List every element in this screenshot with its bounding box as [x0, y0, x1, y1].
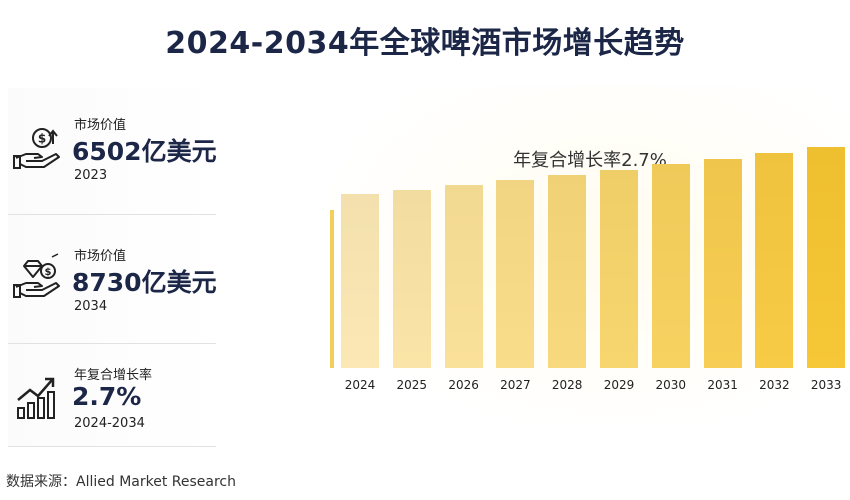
x-tick-label: 2024	[344, 378, 376, 392]
bar-2025	[392, 189, 431, 368]
stat-year: 2034	[74, 299, 108, 314]
data-source: 数据来源：Allied Market Research	[6, 474, 236, 490]
x-tick-label: 2031	[707, 378, 738, 392]
bar-2026	[444, 184, 483, 368]
stat-value: 6502亿美元	[72, 137, 217, 166]
chart-axis-line	[330, 210, 334, 368]
stat-label: 市场价值	[74, 249, 127, 264]
stat-label: 年复合增长率	[74, 368, 153, 383]
bar-2033	[807, 147, 846, 368]
x-tick-label: 2028	[551, 378, 583, 392]
bar-2030	[651, 164, 690, 368]
diamond-hand-icon: $	[13, 253, 60, 298]
svg-text:$: $	[38, 132, 46, 146]
x-tick-label: 2032	[759, 378, 790, 392]
stat-label: 市场价值	[74, 118, 127, 133]
chart-title: 2024-2034年全球啤酒市场增长趋势	[165, 26, 685, 61]
stat-card-cagr: 年复合增长率 2.7% 2024-2034	[8, 344, 216, 447]
bar-2027	[496, 179, 535, 368]
stat-card-2023: $ 市场价值 6502亿美元 2023	[8, 88, 217, 215]
bar-2031	[703, 158, 742, 368]
x-tick-label: 2026	[448, 378, 479, 392]
bar-2028	[548, 174, 587, 368]
x-tick-label: 2025	[396, 378, 428, 392]
stat-value: 2.7%	[72, 382, 142, 411]
money-hand-icon: $	[13, 128, 60, 169]
stat-value: 8730亿美元	[72, 268, 217, 297]
x-tick-label: 2030	[655, 378, 687, 392]
stat-year: 2023	[74, 168, 108, 183]
growth-chart-icon	[17, 377, 55, 419]
stat-card-2034: $ 市场价值 8730亿美元 2034	[8, 215, 217, 344]
cagr-label: 年复合增长率2.7%	[513, 150, 667, 171]
svg-text:$: $	[45, 267, 52, 278]
x-tick-label: 2029	[603, 378, 635, 392]
stat-period: 2024-2034	[74, 416, 145, 431]
bar-2029	[600, 169, 638, 368]
x-tick-label: 2033	[810, 378, 842, 392]
x-tick-label: 2027	[500, 378, 531, 392]
bar-2032	[755, 153, 794, 368]
bar-2024	[341, 194, 379, 368]
